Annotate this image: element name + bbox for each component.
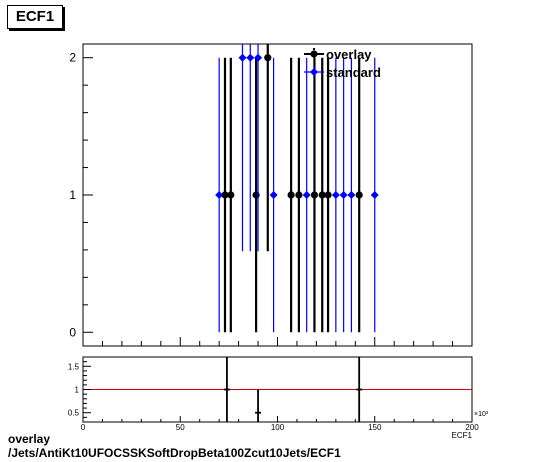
data-point <box>221 191 229 199</box>
data-point <box>295 191 303 199</box>
data-point <box>324 191 332 199</box>
y-tick-label: 1 <box>75 386 80 395</box>
x-tick-label: 200 <box>465 423 479 432</box>
data-point <box>264 54 272 62</box>
x-tick-label: 50 <box>176 423 185 432</box>
data-point <box>331 191 340 199</box>
data-point <box>302 191 311 199</box>
series-overlay <box>221 44 363 333</box>
data-point <box>287 191 295 199</box>
footer-path: /Jets/AntiKt10UFOCSSKSoftDropBeta100Zcut… <box>8 446 341 460</box>
legend-marker <box>310 68 318 76</box>
data-point <box>227 191 235 199</box>
y-tick-label: 2 <box>69 51 76 65</box>
ratio-plot: 0 50 100 150 200 ×10³ ECF1 0.5 1 1.5 <box>68 356 489 440</box>
ratio-series <box>223 357 363 422</box>
chart-title: ECF1 <box>7 5 63 29</box>
data-point <box>254 53 263 62</box>
x-tick-label: 150 <box>368 423 382 432</box>
x-axis-label: ECF1 <box>452 431 473 440</box>
data-point <box>246 53 255 62</box>
data-point <box>370 191 379 199</box>
data-point <box>339 191 348 199</box>
footer-label: overlay <box>8 432 51 446</box>
legend-label: overlay <box>326 47 372 62</box>
legend-marker <box>310 50 318 58</box>
legend: overlay standard <box>304 47 381 80</box>
series-standard <box>215 44 379 333</box>
data-point <box>355 191 363 199</box>
data-point <box>269 191 278 199</box>
y-tick-label: 1.5 <box>68 362 80 371</box>
y-tick-label: 0 <box>69 325 76 339</box>
data-point <box>238 53 247 62</box>
main-plot: 0 1 2 <box>69 43 473 347</box>
data-point <box>215 191 224 199</box>
data-point <box>347 191 356 199</box>
legend-label: standard <box>326 65 381 80</box>
x-tick-label: 0 <box>81 423 86 432</box>
y-tick-label: 0.5 <box>68 409 80 418</box>
x-tick-label: 100 <box>271 423 285 432</box>
data-point <box>310 191 319 199</box>
y-tick-label: 1 <box>69 188 76 202</box>
data-point <box>318 191 326 199</box>
x-multiplier-label: ×10³ <box>474 411 489 418</box>
